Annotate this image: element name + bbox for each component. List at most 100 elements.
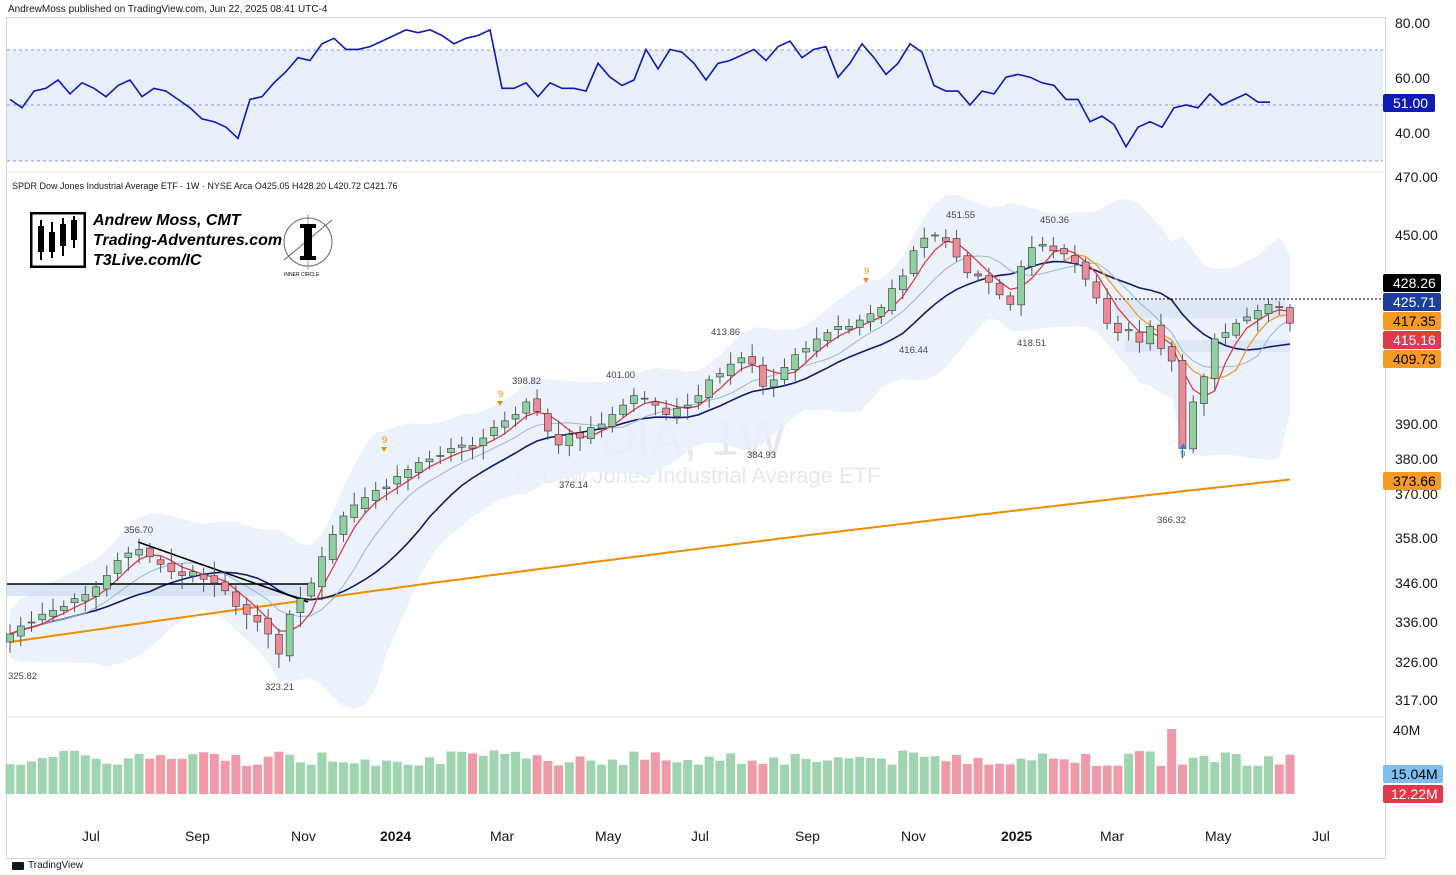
candle[interactable] xyxy=(1286,307,1294,324)
candle[interactable] xyxy=(995,282,1004,296)
candle[interactable] xyxy=(726,363,735,377)
candle[interactable] xyxy=(296,598,305,613)
candle[interactable] xyxy=(1275,306,1284,308)
candle[interactable] xyxy=(436,455,445,457)
candle[interactable] xyxy=(1006,295,1015,305)
candle[interactable] xyxy=(350,504,359,518)
candle[interactable] xyxy=(242,604,251,615)
candle[interactable] xyxy=(1200,376,1208,404)
candle[interactable] xyxy=(791,354,800,370)
candle[interactable] xyxy=(877,307,886,317)
candle[interactable] xyxy=(447,448,455,454)
candle[interactable] xyxy=(1028,247,1036,267)
candle[interactable] xyxy=(1124,329,1133,332)
candle[interactable] xyxy=(38,613,47,621)
candle[interactable] xyxy=(759,364,767,387)
candle[interactable] xyxy=(1038,244,1047,247)
candle[interactable] xyxy=(1232,322,1241,336)
candle[interactable] xyxy=(673,407,681,417)
candle[interactable] xyxy=(275,633,283,655)
candle[interactable] xyxy=(425,458,434,463)
candle[interactable] xyxy=(866,313,875,323)
candle[interactable] xyxy=(985,275,993,283)
candle[interactable] xyxy=(361,497,369,509)
candle[interactable] xyxy=(1135,331,1144,343)
candle[interactable] xyxy=(737,357,746,364)
candle[interactable] xyxy=(404,469,412,478)
candle[interactable] xyxy=(1189,401,1197,450)
candle[interactable] xyxy=(812,338,821,352)
candle[interactable] xyxy=(27,621,36,624)
candle[interactable] xyxy=(963,255,972,274)
candle[interactable] xyxy=(511,414,520,420)
candle[interactable] xyxy=(941,237,950,242)
candle[interactable] xyxy=(554,434,563,446)
candle[interactable] xyxy=(544,413,552,432)
candle[interactable] xyxy=(909,250,918,274)
candle[interactable] xyxy=(1017,266,1025,306)
candle[interactable] xyxy=(178,571,186,576)
candle[interactable] xyxy=(1049,245,1058,252)
candle[interactable] xyxy=(845,326,853,330)
candle[interactable] xyxy=(103,575,111,590)
candle[interactable] xyxy=(468,445,477,449)
candle[interactable] xyxy=(285,613,294,657)
candle[interactable] xyxy=(920,237,929,248)
candle[interactable] xyxy=(1114,322,1122,333)
candle[interactable] xyxy=(479,437,488,446)
candle[interactable] xyxy=(59,606,68,611)
candle[interactable] xyxy=(694,395,703,403)
candle[interactable] xyxy=(898,275,907,291)
candle[interactable] xyxy=(1178,360,1187,449)
candle[interactable] xyxy=(318,556,326,588)
candle[interactable] xyxy=(1092,281,1101,299)
candle[interactable] xyxy=(576,432,584,439)
candle[interactable] xyxy=(1146,326,1154,345)
candle[interactable] xyxy=(1221,332,1230,338)
candle[interactable] xyxy=(81,594,90,602)
candle[interactable] xyxy=(500,420,509,428)
candle[interactable] xyxy=(490,427,498,436)
candle[interactable] xyxy=(931,234,939,237)
candle[interactable] xyxy=(210,575,219,584)
candle[interactable] xyxy=(167,562,176,573)
candle[interactable] xyxy=(1253,310,1262,320)
candle[interactable] xyxy=(802,348,810,353)
candle[interactable] xyxy=(393,476,402,485)
candle[interactable] xyxy=(232,591,240,607)
candle[interactable] xyxy=(834,326,843,330)
candle[interactable] xyxy=(619,404,627,415)
candle[interactable] xyxy=(371,490,380,501)
candle[interactable] xyxy=(533,398,541,412)
candle[interactable] xyxy=(1071,255,1079,264)
candle[interactable] xyxy=(199,574,208,580)
candle[interactable] xyxy=(597,423,606,429)
candle[interactable] xyxy=(1210,338,1219,379)
candle[interactable] xyxy=(608,414,617,427)
candle[interactable] xyxy=(16,625,25,637)
candle[interactable] xyxy=(339,515,348,535)
candle[interactable] xyxy=(974,273,982,277)
candle[interactable] xyxy=(189,571,197,577)
symbol-info-line[interactable]: SPDR Dow Jones Industrial Average ETF · … xyxy=(12,181,398,191)
candle[interactable] xyxy=(1167,346,1176,362)
candle[interactable] xyxy=(640,397,649,400)
candle[interactable] xyxy=(221,581,229,592)
candle[interactable] xyxy=(587,427,595,440)
candle[interactable] xyxy=(92,586,100,597)
candle[interactable] xyxy=(328,534,337,560)
candle[interactable] xyxy=(1157,324,1165,349)
candle[interactable] xyxy=(382,486,391,490)
candle[interactable] xyxy=(630,395,638,404)
candle[interactable] xyxy=(49,609,57,617)
candle[interactable] xyxy=(253,614,262,623)
candle[interactable] xyxy=(683,404,692,408)
candle[interactable] xyxy=(565,434,574,447)
candle[interactable] xyxy=(264,617,272,635)
candle[interactable] xyxy=(414,462,423,473)
candle[interactable] xyxy=(855,319,864,328)
candle[interactable] xyxy=(952,238,961,258)
candle[interactable] xyxy=(156,559,165,565)
candle[interactable] xyxy=(662,407,670,415)
